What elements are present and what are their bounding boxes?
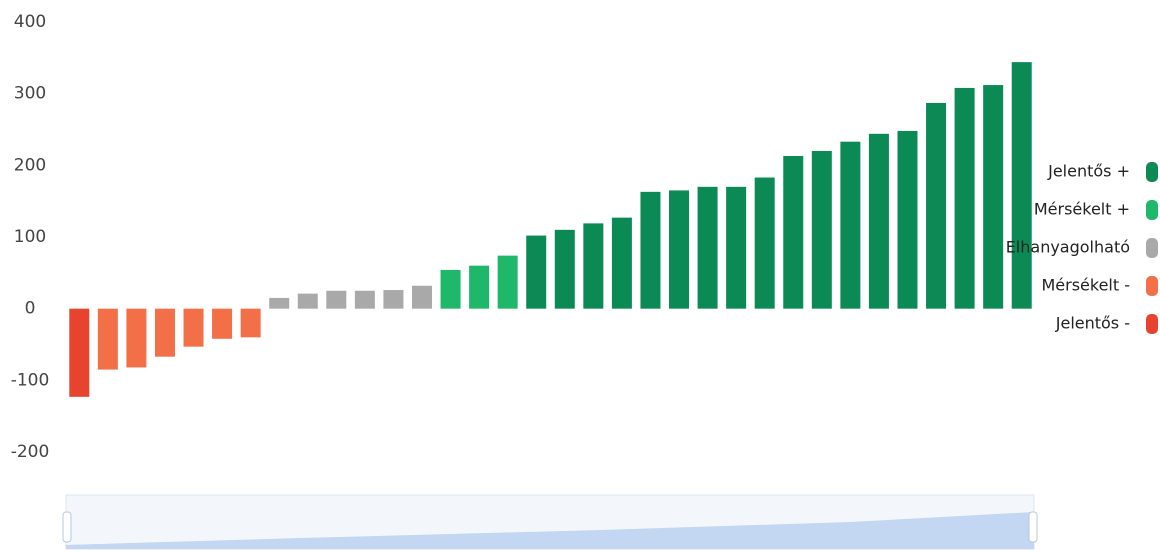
- y-tick-label: -200: [11, 442, 50, 462]
- bar: [154, 308, 175, 357]
- legend-marker: [1146, 162, 1158, 182]
- y-tick-label: 0: [25, 299, 36, 319]
- bar: [126, 308, 147, 368]
- bar: [640, 191, 661, 309]
- bar: [611, 217, 632, 309]
- bar: [583, 223, 604, 309]
- bar: [983, 85, 1004, 309]
- legend-marker: [1146, 314, 1158, 334]
- bar: [840, 141, 861, 309]
- legend-label: Mérsékelt +: [1034, 200, 1130, 219]
- bar: [554, 229, 575, 309]
- zoom-handle[interactable]: [1028, 511, 1038, 543]
- bar: [697, 186, 718, 309]
- bar: [954, 87, 975, 309]
- bar: [383, 290, 404, 309]
- y-tick-label: 200: [14, 155, 46, 175]
- bar: [783, 156, 804, 309]
- legend-label: Jelentős +: [1047, 162, 1130, 181]
- legend-label: Jelentős -: [1055, 314, 1130, 333]
- bar: [97, 308, 118, 370]
- bar: [497, 255, 518, 309]
- legend-label: Mérsékelt -: [1041, 276, 1130, 295]
- legend-marker: [1146, 276, 1158, 296]
- bar: [897, 130, 918, 309]
- bar: [326, 290, 347, 309]
- legend-label: Elhanyagolható: [1006, 238, 1130, 257]
- bar: [240, 308, 261, 338]
- bar: [297, 293, 318, 309]
- y-tick-label: 100: [14, 227, 46, 247]
- y-tick-label: -100: [11, 370, 50, 390]
- bar: [411, 285, 432, 309]
- bar: [212, 308, 233, 339]
- zoom-handle[interactable]: [62, 511, 72, 543]
- y-tick-label: 300: [14, 84, 46, 104]
- bar: [354, 290, 375, 309]
- zoom-preview: [66, 512, 1034, 549]
- bar: [440, 269, 461, 309]
- bar: [1011, 62, 1032, 309]
- legend-marker: [1146, 200, 1158, 220]
- bar: [269, 297, 290, 309]
- data-zoom[interactable]: [62, 494, 1038, 550]
- bar: [526, 235, 547, 309]
- bar: [811, 151, 832, 309]
- y-tick-label: 400: [14, 12, 46, 32]
- bar: [469, 265, 490, 309]
- bar: [669, 190, 690, 309]
- bar: [926, 102, 947, 309]
- bar: [754, 177, 775, 309]
- bar: [726, 186, 747, 309]
- bar: [183, 308, 204, 347]
- bar: [69, 308, 90, 397]
- legend-marker: [1146, 238, 1158, 258]
- bar: [868, 133, 889, 309]
